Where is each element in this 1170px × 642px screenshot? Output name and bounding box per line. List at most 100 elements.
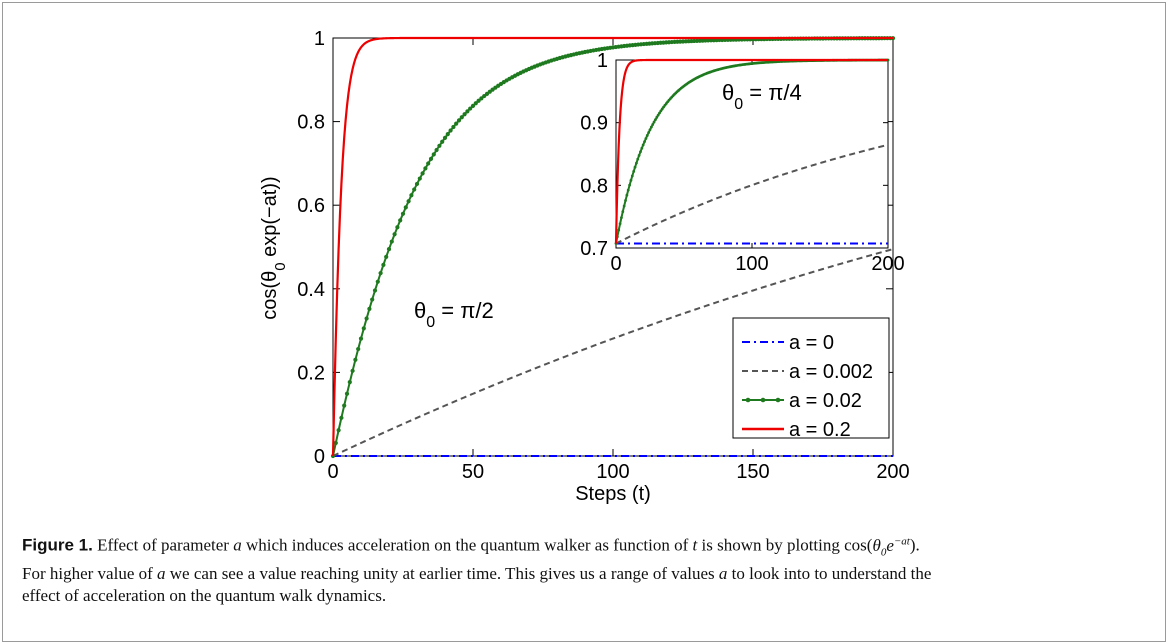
legend-label: a = 0.02 [789, 390, 862, 412]
figure-caption: Figure 1. Effect of parameter a which in… [22, 530, 1150, 607]
x-tick-label: 100 [735, 253, 768, 275]
series-point [423, 166, 428, 171]
series-point [622, 204, 626, 208]
x-tick-label: 0 [610, 253, 621, 275]
series-point [655, 115, 659, 119]
legend-marker [745, 397, 751, 403]
y-tick-label: 1 [597, 50, 608, 72]
x-tick-label: 200 [876, 461, 909, 483]
series-point [639, 150, 642, 154]
series-point [395, 225, 400, 230]
y-tick-label: 0.8 [580, 175, 608, 197]
series-point [462, 112, 467, 117]
series-point [473, 101, 478, 106]
series-point [643, 140, 646, 144]
series-point [618, 222, 622, 226]
x-axis-label: Steps (t) [575, 483, 651, 505]
legend-label: a = 0.002 [789, 361, 873, 383]
series-point [347, 380, 352, 385]
series-point [367, 306, 372, 311]
series-line-a-0-2 [331, 36, 893, 457]
legend-label: a = 0.2 [789, 419, 851, 441]
series-point [637, 153, 641, 157]
series-line-a-0-002 [332, 248, 894, 457]
inset-plot-frame [615, 59, 889, 249]
series-point [656, 113, 660, 117]
series-point [468, 106, 473, 111]
series-point [386, 246, 392, 252]
caption-label: Figure 1. [22, 535, 93, 555]
x-tick-label: 150 [736, 461, 769, 483]
inset-series [614, 58, 890, 245]
caption-text: we can see a value reaching unity at ear… [165, 564, 719, 584]
caption-formula: θ0e−at [872, 535, 910, 559]
caption-line-1: Figure 1. Effect of parameter a which in… [22, 530, 1150, 563]
series-point [456, 118, 462, 123]
series-point [420, 171, 425, 176]
series-point [445, 132, 450, 137]
series-point [626, 188, 630, 192]
series-point [336, 428, 341, 433]
y-tick-label: 0.8 [297, 112, 325, 134]
series-point [370, 297, 375, 302]
series-point [333, 440, 338, 446]
caption-var-a: a [718, 564, 728, 584]
legend-marker [760, 397, 766, 403]
y-tick-label: 0.6 [297, 195, 325, 217]
caption-var-a: a [233, 535, 242, 555]
series-point [624, 199, 627, 202]
series-point [632, 170, 636, 173]
series-point [454, 121, 459, 126]
main-series [330, 36, 896, 459]
series-point [440, 139, 445, 144]
series-point [617, 228, 621, 232]
series-point [654, 118, 657, 122]
series-point [414, 181, 420, 187]
series-point [400, 211, 406, 216]
y-axis-label: cos(θ0 exp(−at)) [259, 176, 289, 319]
series-point [625, 193, 629, 197]
legend-marker [775, 397, 781, 403]
series-point [640, 146, 644, 150]
caption-line-3: effect of acceleration on the quantum wa… [22, 586, 387, 606]
y-tick-label: 0.4 [297, 279, 325, 301]
series-point [630, 174, 634, 178]
series-point [431, 152, 436, 157]
series-point [628, 183, 631, 187]
series-point [649, 125, 653, 129]
caption-text: to look into to understand the [727, 564, 932, 584]
series-point [629, 179, 633, 182]
caption-text: is shown by plotting cos( [697, 535, 873, 555]
legend: a = 0 a = 0.002 a = 0.02 a = 0.2 [732, 317, 890, 441]
series-point [378, 271, 383, 276]
series-point [392, 232, 397, 237]
series-point [621, 210, 625, 214]
series-point [426, 161, 431, 166]
series-point [651, 123, 655, 126]
caption-var-t: t [692, 535, 698, 555]
series-point [476, 98, 481, 103]
y-tick-label: 0.7 [580, 238, 608, 260]
series-point [375, 279, 380, 284]
series-point [442, 135, 448, 140]
series-point [659, 109, 663, 113]
series-point [384, 254, 389, 259]
series-point [344, 391, 350, 396]
series-point [417, 176, 422, 181]
caption-text: Effect of parameter [92, 535, 234, 555]
series-point [381, 262, 386, 267]
x-tick-label: 100 [596, 461, 629, 483]
series-point [409, 193, 414, 198]
series-point [358, 336, 364, 341]
series-point [403, 205, 408, 210]
x-tick-label: 50 [462, 461, 484, 483]
series-point [406, 199, 411, 204]
series-point [645, 134, 649, 137]
caption-text: which induces acceleration on the quantu… [241, 535, 693, 555]
series-point [398, 218, 403, 223]
caption-line-2: For higher value of a we can see a value… [22, 563, 1150, 585]
series-point [342, 403, 347, 408]
series-point [635, 161, 638, 165]
x-tick-label: 0 [327, 461, 338, 483]
